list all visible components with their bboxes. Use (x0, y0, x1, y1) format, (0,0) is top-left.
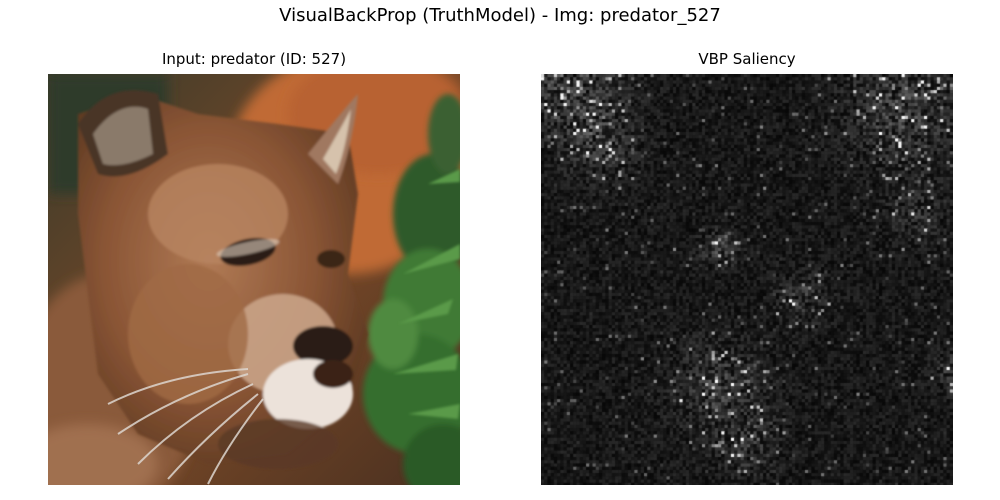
saliency-heatmap (541, 74, 953, 485)
saliency-panel (541, 74, 953, 485)
saliency-panel-title: VBP Saliency (698, 50, 796, 68)
figure-title: VisualBackProp (TruthModel) - Img: preda… (279, 5, 721, 26)
input-panel-title: Input: predator (ID: 527) (161, 50, 347, 68)
cougar-photo (48, 74, 460, 485)
input-image-panel (48, 74, 460, 485)
